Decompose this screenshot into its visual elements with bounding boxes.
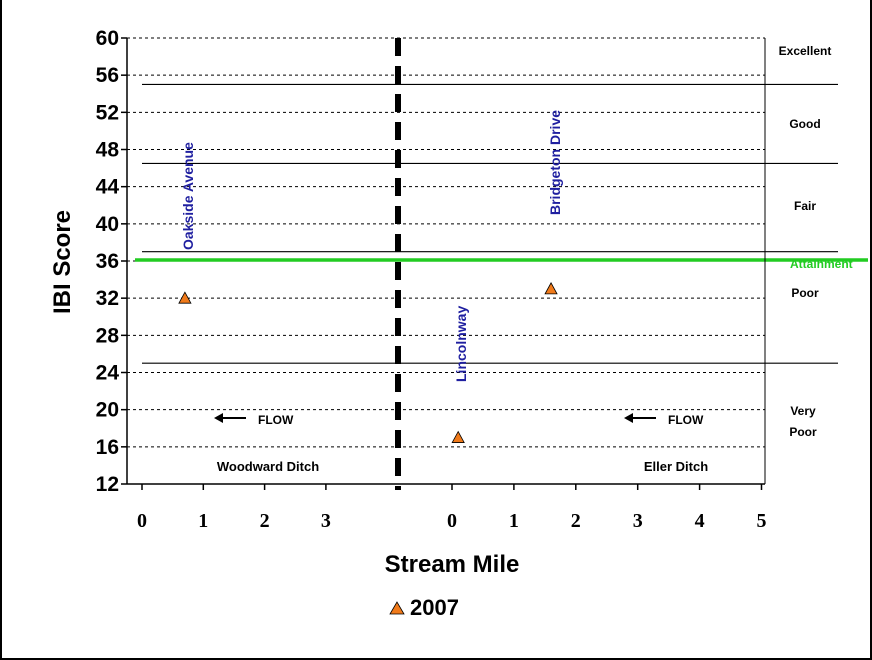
flow-label: FLOW: [668, 413, 704, 427]
legend-label: 2007: [410, 595, 459, 620]
y-tick-label: 48: [96, 139, 120, 162]
flow-arrow-head: [214, 413, 223, 423]
grid: [127, 37, 765, 448]
segment-name: Eller Ditch: [644, 459, 708, 474]
y-tick-label: 56: [96, 64, 119, 87]
data-point-2007: [544, 282, 558, 295]
legend: 2007: [389, 595, 459, 620]
band-boundaries: [135, 83, 868, 364]
site-label: Lincolnway: [453, 306, 469, 382]
x-tick-label: 2: [260, 510, 270, 532]
y-tick-label: 52: [96, 101, 119, 124]
band-label: Excellent: [779, 44, 832, 58]
segment-name: Woodward Ditch: [217, 459, 319, 474]
axes: [121, 37, 766, 490]
y-tick-label: 28: [96, 324, 120, 347]
flow-label: FLOW: [258, 413, 294, 427]
x-tick-label: 3: [633, 510, 643, 532]
x-tick-label: 4: [695, 510, 705, 532]
x-tick-label: 5: [757, 510, 767, 532]
band-label-very: Very: [790, 404, 816, 418]
band-label: Poor: [791, 286, 819, 300]
data-point-2007: [451, 430, 465, 443]
legend-marker: [389, 601, 405, 615]
data-point-2007: [178, 291, 192, 304]
y-tick-label: 16: [96, 436, 119, 459]
band-label: Fair: [794, 199, 816, 213]
x-tick-label: 0: [447, 510, 457, 532]
y-tick-label: 24: [96, 362, 120, 385]
x-tick-label: 1: [509, 510, 519, 532]
x-tick-label: 1: [198, 510, 208, 532]
y-tick-label: 32: [96, 287, 119, 310]
site-label: Bridgeton Drive: [547, 110, 563, 215]
y-axis-title: IBI Score: [49, 210, 76, 314]
site-label: Oakside Avenue: [180, 142, 196, 250]
band-label-poor-line: Poor: [789, 425, 817, 439]
data-points: [178, 282, 558, 443]
y-tick-label: 60: [96, 27, 119, 50]
x-axis-title: Stream Mile: [385, 551, 520, 578]
x-tick-label: 0: [137, 510, 147, 532]
flow-arrow-head: [624, 413, 633, 423]
y-tick-label: 44: [96, 176, 120, 199]
y-tick-label: 20: [96, 399, 119, 422]
y-tick-label: 12: [96, 473, 119, 496]
attainment-label: Attainment: [790, 257, 853, 271]
x-tick-label: 2: [571, 510, 581, 532]
annotations: Excellent Good Fair Poor Very Poor Attainment W…: [180, 44, 853, 474]
x-tick-label: 3: [321, 510, 331, 532]
y-tick-label: 36: [96, 250, 119, 273]
y-tick-label: 40: [96, 213, 119, 236]
band-label: Good: [789, 117, 820, 131]
